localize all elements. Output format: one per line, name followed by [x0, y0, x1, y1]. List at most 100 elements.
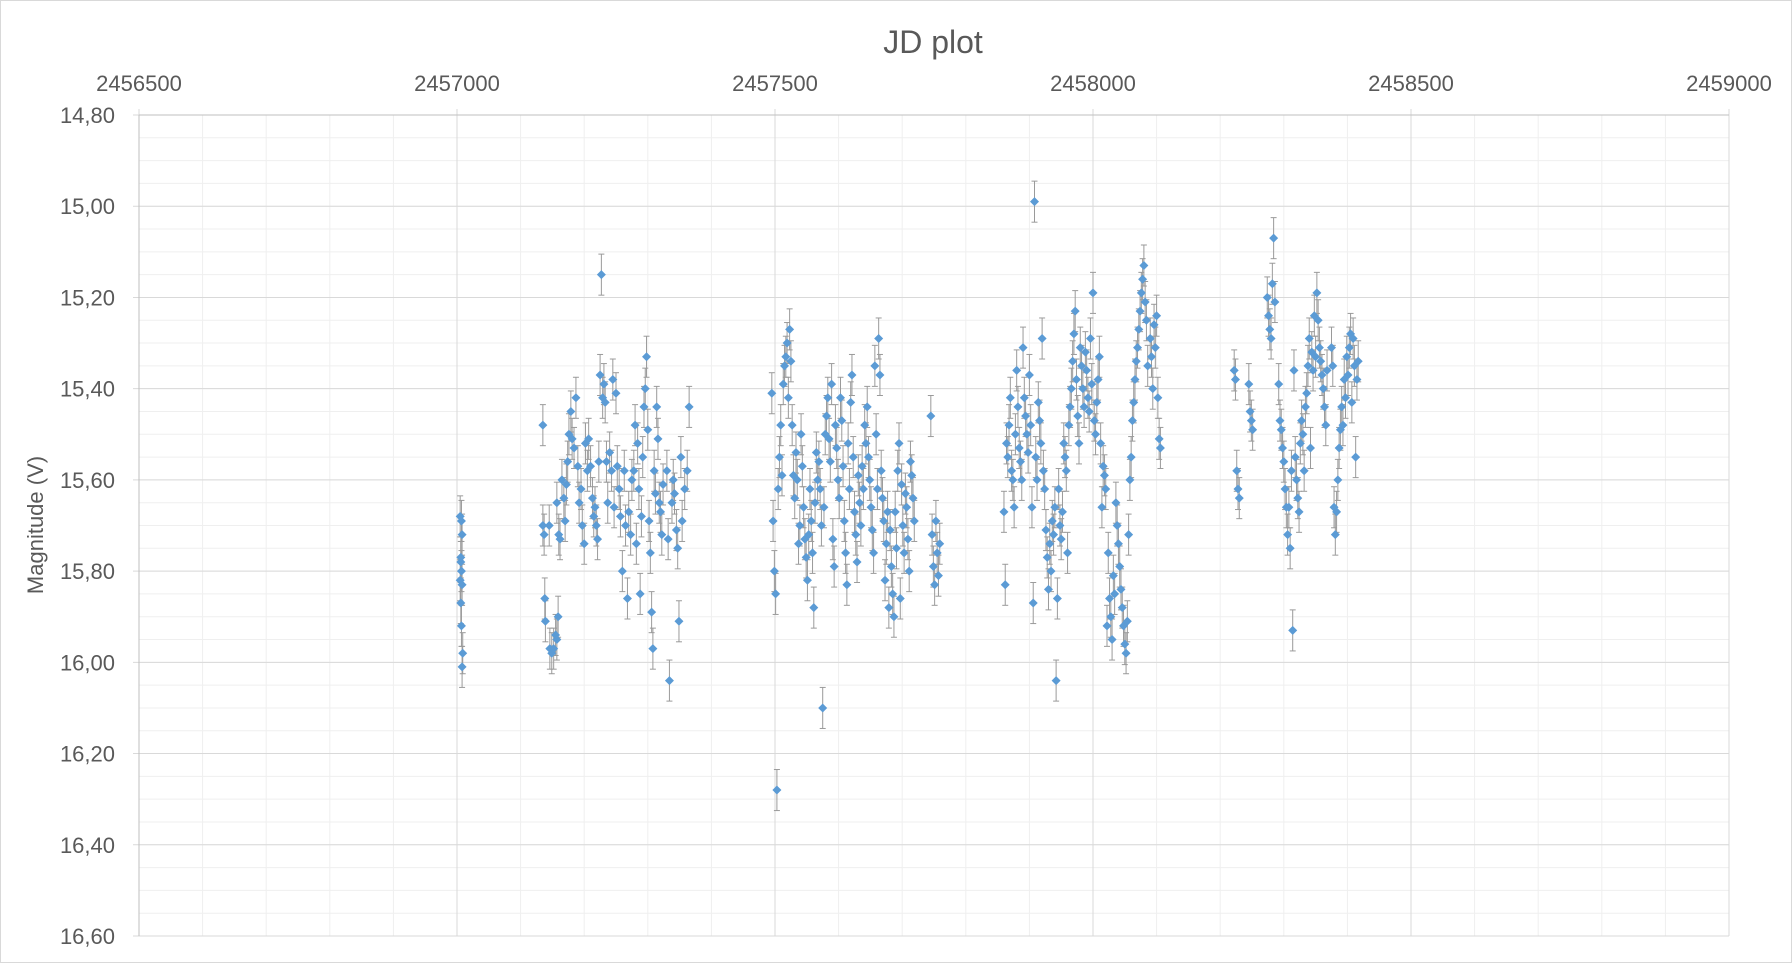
- data-point: [1139, 261, 1149, 271]
- data-point: [1003, 452, 1013, 462]
- data-point: [663, 534, 673, 544]
- data-point: [883, 507, 893, 517]
- data-point: [1337, 402, 1347, 412]
- data-point: [851, 530, 861, 540]
- data-point: [867, 525, 877, 535]
- data-point: [1229, 365, 1239, 375]
- data-point: [611, 388, 621, 398]
- data-point: [633, 438, 643, 448]
- data-point: [1004, 420, 1014, 430]
- x-tick-label: 2458500: [1368, 71, 1454, 96]
- data-point: [684, 402, 694, 412]
- data-point: [772, 785, 782, 795]
- data-point: [927, 530, 937, 540]
- data-point: [780, 361, 790, 371]
- data-point: [544, 521, 554, 530]
- data-point: [1112, 521, 1122, 530]
- data-point: [860, 420, 870, 430]
- data-point: [1270, 297, 1280, 307]
- data-point: [790, 493, 800, 503]
- data-point: [1230, 375, 1240, 385]
- data-point: [1035, 416, 1045, 426]
- y-tick-label: 16,40: [60, 833, 115, 858]
- data-point: [1302, 388, 1312, 398]
- data-point: [591, 521, 601, 530]
- data-point: [612, 461, 622, 471]
- data-point: [869, 548, 879, 558]
- data-point: [843, 438, 853, 448]
- data-point: [801, 552, 811, 562]
- data-point: [559, 493, 569, 503]
- data-point: [1088, 288, 1098, 298]
- data-point: [579, 539, 589, 549]
- data-point: [805, 484, 815, 494]
- data-point: [1052, 593, 1062, 603]
- data-point: [1138, 274, 1148, 284]
- data-point: [599, 379, 609, 389]
- data-point: [671, 525, 681, 535]
- data-point: [676, 452, 686, 462]
- data-point: [1080, 347, 1090, 357]
- data-point: [782, 338, 792, 348]
- data-point: [614, 484, 624, 494]
- data-point: [1070, 306, 1080, 316]
- data-point: [587, 493, 597, 503]
- data-point: [673, 543, 683, 553]
- data-point: [1127, 416, 1137, 426]
- data-point: [458, 648, 468, 658]
- data-point: [897, 479, 907, 489]
- data-point: [785, 324, 795, 334]
- data-point: [553, 612, 563, 622]
- data-point: [639, 402, 649, 412]
- data-point: [870, 361, 880, 371]
- data-point: [999, 507, 1009, 517]
- y-tick-label: 15,60: [60, 468, 115, 493]
- data-point: [1031, 452, 1041, 462]
- data-point: [1027, 502, 1037, 512]
- data-point: [1023, 448, 1033, 458]
- data-point: [795, 521, 805, 530]
- data-point: [594, 457, 604, 467]
- data-point: [1102, 621, 1112, 631]
- data-point: [1279, 457, 1289, 467]
- data-point: [1295, 438, 1305, 448]
- data-point: [647, 607, 657, 617]
- data-point: [1060, 452, 1070, 462]
- data-point: [1140, 297, 1150, 307]
- data-point: [540, 593, 550, 603]
- data-point: [1069, 329, 1079, 339]
- data-point: [1028, 598, 1038, 608]
- data-point: [1008, 475, 1018, 485]
- data-point: [1017, 475, 1027, 485]
- data-point: [1009, 502, 1019, 512]
- data-point: [902, 502, 912, 512]
- data-point: [569, 443, 579, 453]
- y-tick-label: 14,80: [60, 103, 115, 128]
- data-point: [638, 452, 648, 462]
- data-point: [1265, 324, 1275, 334]
- data-point: [900, 489, 910, 499]
- data-point: [838, 461, 848, 471]
- y-axis-title: Magnitude (V): [23, 456, 48, 594]
- data-point: [1145, 333, 1155, 343]
- data-point: [1266, 333, 1276, 343]
- data-point: [1103, 548, 1113, 558]
- data-point: [810, 498, 820, 508]
- data-point: [778, 379, 788, 389]
- data-point: [1047, 516, 1057, 526]
- data-point: [1155, 443, 1165, 453]
- data-point: [1050, 502, 1060, 512]
- data-point: [1082, 365, 1092, 375]
- x-tick-label: 2459000: [1686, 71, 1772, 96]
- data-point: [1068, 356, 1078, 366]
- data-point: [621, 521, 631, 530]
- data-point: [1348, 333, 1358, 343]
- data-point: [456, 557, 466, 567]
- data-point: [926, 411, 936, 421]
- data-point: [629, 466, 639, 476]
- data-point: [1320, 402, 1330, 412]
- data-point: [1318, 384, 1328, 394]
- data-point: [1353, 356, 1363, 366]
- data-point: [1026, 420, 1036, 430]
- data-point: [680, 484, 690, 494]
